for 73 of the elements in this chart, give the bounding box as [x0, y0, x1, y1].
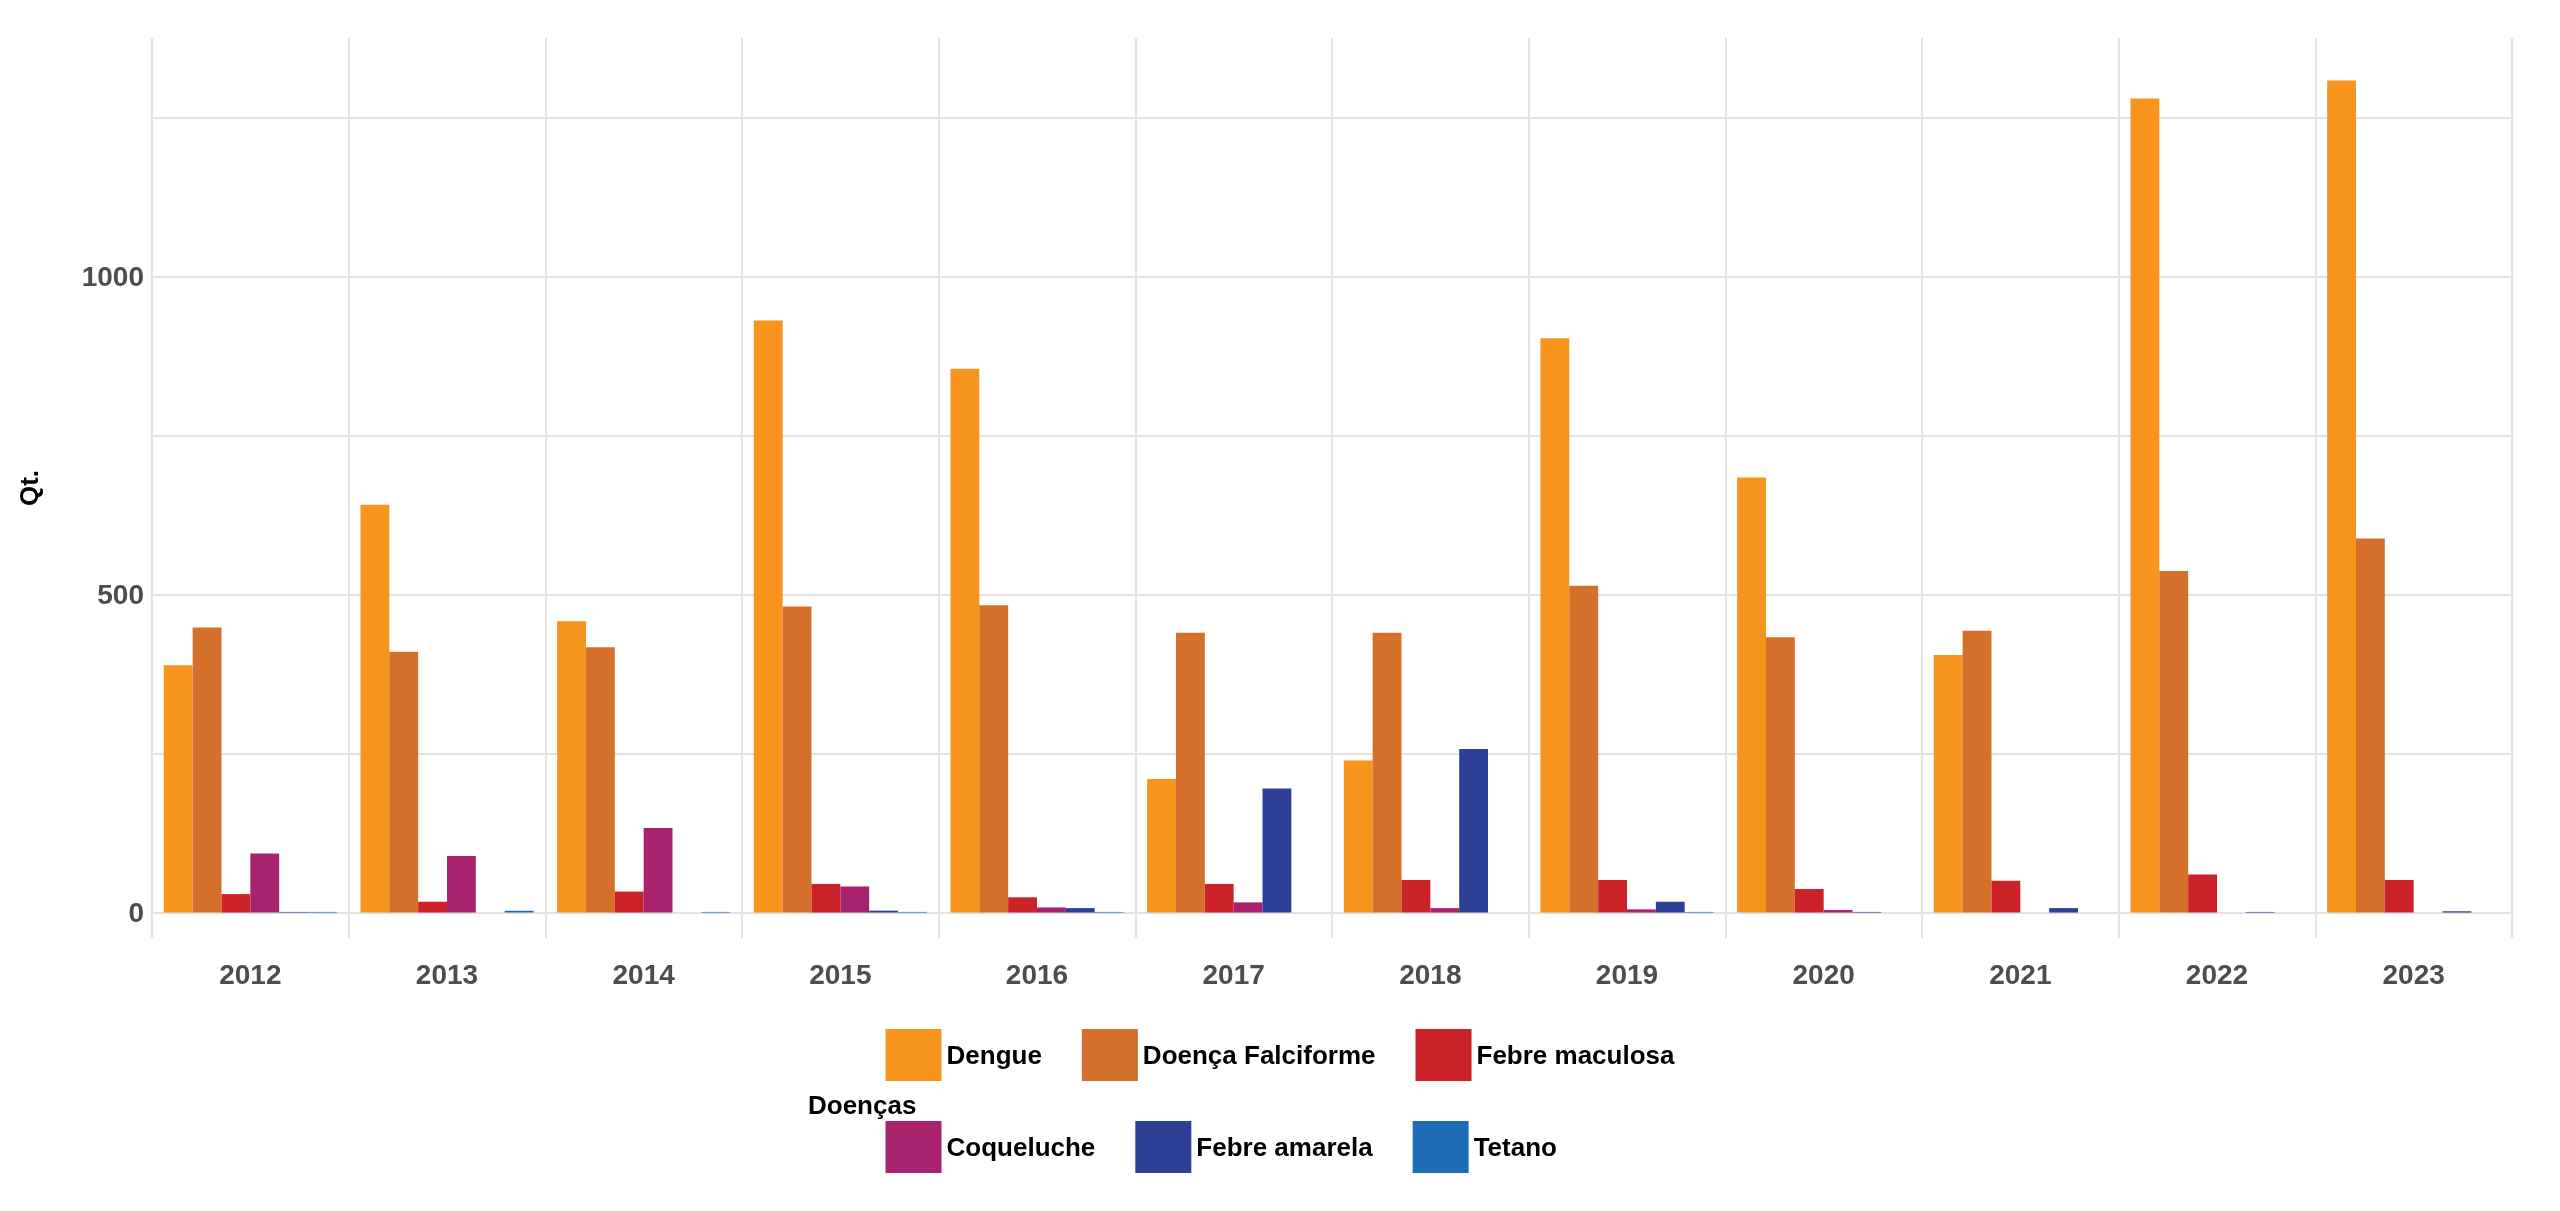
- bar: [1037, 907, 1066, 913]
- legend-label: Doença Falciforme: [1142, 1040, 1376, 1070]
- x-tick-label: 2015: [809, 958, 872, 990]
- bar: [753, 320, 783, 913]
- legend-label: Coqueluche: [946, 1132, 1096, 1162]
- bar: [950, 368, 980, 913]
- bar: [360, 504, 390, 913]
- bar: [1765, 637, 1795, 913]
- x-tick-label: 2017: [1202, 958, 1265, 990]
- x-tick-label: 2022: [2185, 958, 2249, 990]
- bar: [1343, 760, 1373, 913]
- y-tick-label: 0: [128, 897, 144, 929]
- bar: [979, 605, 1009, 913]
- legend-title: Doenças: [808, 1090, 917, 1120]
- bar: [782, 606, 812, 913]
- bar: [1823, 910, 1853, 913]
- bar: [1540, 338, 1570, 913]
- legend-label: Febre maculosa: [1476, 1040, 1676, 1070]
- x-tick-label: 2019: [1595, 958, 1659, 990]
- bar: [1459, 749, 1489, 913]
- y-tick-label: 1000: [81, 261, 144, 293]
- x-tick-label: 2016: [1005, 958, 1069, 990]
- bar: [1627, 909, 1656, 913]
- bar: [250, 853, 280, 913]
- bar: [1372, 632, 1402, 913]
- bar: [2384, 880, 2414, 913]
- bar: [811, 883, 841, 913]
- bar: [1204, 883, 1234, 913]
- bar: [1430, 908, 1460, 913]
- bar: [221, 894, 251, 913]
- bar: [1991, 880, 2021, 913]
- bar: [1262, 788, 1292, 913]
- bar: [1962, 630, 1992, 913]
- bar: [1008, 897, 1037, 913]
- bar: [2327, 80, 2356, 913]
- bar: [2049, 908, 2079, 913]
- x-tick-label: 2023: [2382, 958, 2445, 990]
- bar: [447, 855, 476, 913]
- y-axis-title: Qt.: [14, 469, 44, 507]
- legend-label: Tetano: [1473, 1132, 1557, 1162]
- bar: [418, 901, 447, 913]
- legend-label: Dengue: [946, 1040, 1042, 1070]
- bar: [2159, 571, 2189, 913]
- bar: [1569, 585, 1599, 913]
- bar: [643, 827, 673, 913]
- x-tick-label: 2014: [612, 958, 676, 990]
- x-tick-label: 2020: [1792, 958, 1855, 990]
- x-tick-label: 2021: [1989, 958, 2052, 990]
- bar: [1598, 880, 1627, 913]
- bar: [192, 627, 222, 913]
- bar: [2355, 538, 2385, 913]
- bar: [1794, 889, 1824, 913]
- legend-label: Febre amarela: [1196, 1132, 1374, 1162]
- x-tick-label: 2012: [219, 958, 282, 990]
- y-tick-label: 500: [97, 579, 144, 611]
- bar: [1147, 778, 1176, 913]
- bar: [614, 891, 644, 913]
- bar: [557, 621, 586, 913]
- bar: [1065, 908, 1095, 913]
- bar: [163, 665, 193, 913]
- bar: [1233, 902, 1263, 913]
- bar: [1401, 880, 1431, 913]
- bar: [2130, 98, 2160, 913]
- bar: [1933, 654, 1963, 913]
- bar: [389, 651, 419, 913]
- bar: [2188, 874, 2217, 913]
- x-tick-label: 2013: [415, 958, 479, 990]
- bar: [1175, 632, 1205, 913]
- bar: [840, 886, 870, 913]
- bar: [1737, 477, 1766, 913]
- bar: [585, 647, 615, 913]
- x-tick-label: 2018: [1399, 958, 1462, 990]
- bar: [1655, 901, 1685, 913]
